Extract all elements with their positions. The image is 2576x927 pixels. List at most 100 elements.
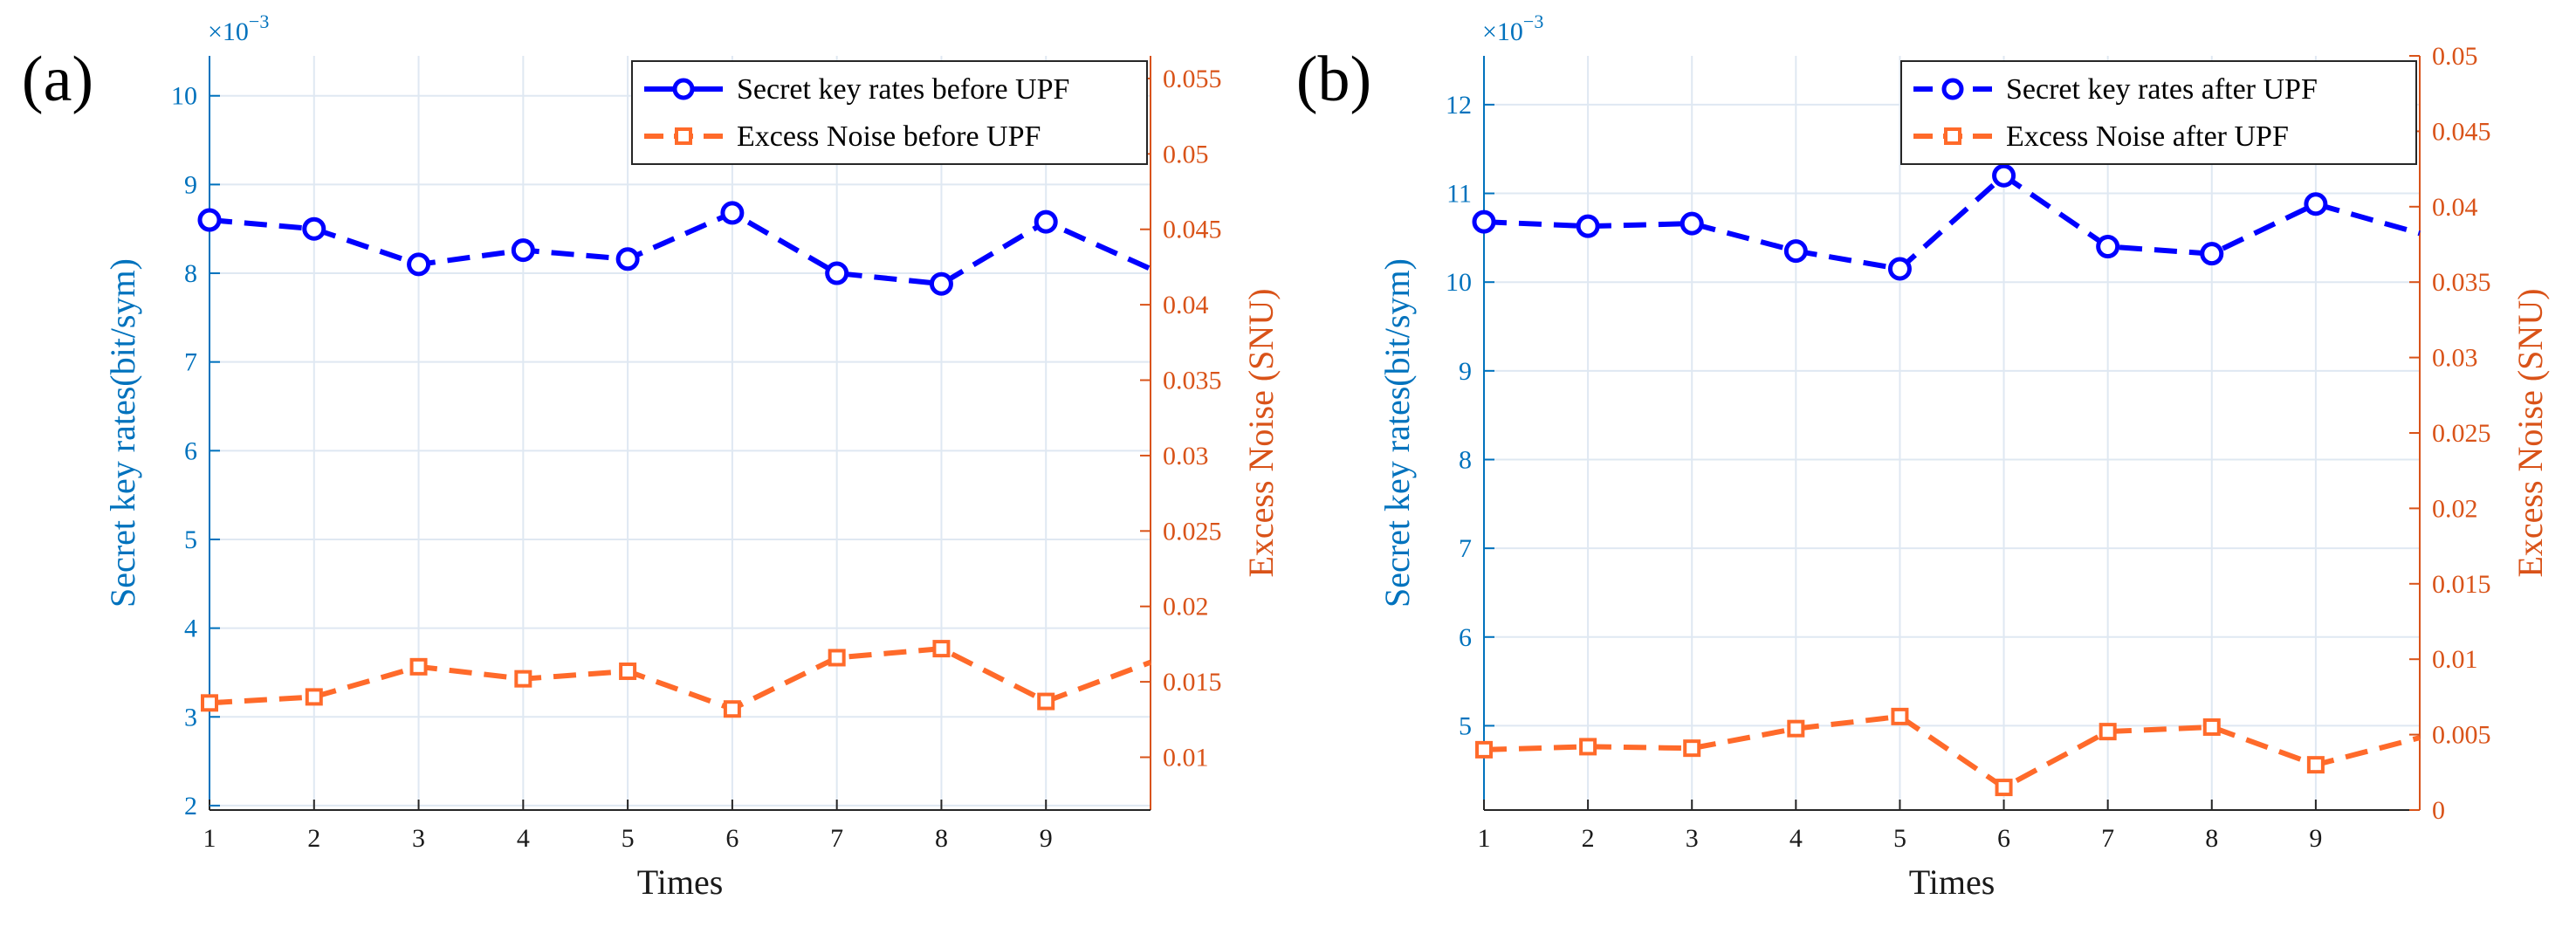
legend-swatch-marker [1941,78,1964,100]
data-point [2099,723,2117,741]
panel-label: (a) [22,44,93,115]
x-tick-label: 6 [1997,824,2010,853]
y-left-tick-label: 12 [1446,91,1472,120]
x-tick-label: 3 [1686,824,1699,853]
data-point [302,216,326,241]
y-right-tick-label: 0.02 [1163,593,1209,621]
exponent-power: −3 [1523,10,1543,32]
data-point [1475,740,1493,759]
data-point [1891,707,1909,725]
panel-label: (b) [1296,44,1371,115]
y-right-tick-label: 0.03 [2432,344,2478,373]
x-tick-label: 7 [2101,824,2114,853]
exponent-label: ×10−3 [208,10,269,46]
x-tick-label: 7 [830,824,843,853]
y-left-tick-label: 5 [1459,711,1472,740]
y-left-tick-label: 9 [184,170,197,199]
x-tick-label: 2 [1582,824,1595,853]
y-right-tick-label: 0.005 [2432,721,2491,750]
y-right-axis-title: Excess Noise (SNU) [2511,288,2550,577]
data-point [932,640,951,658]
y-right-tick-label: 0.045 [2432,117,2491,146]
series-line [209,646,1152,712]
y-right-tick-label: 0.035 [2432,268,2491,297]
legend-swatch-marker [672,78,695,100]
y-right-tick-label: 0.04 [1163,291,1209,319]
y-right-tick-label: 0.015 [1163,668,1222,697]
y-right-tick-label: 0.035 [1163,367,1222,395]
y-right-tick-label: 0.025 [2432,419,2491,448]
legend-label: Secret key rates after UPF [2006,73,2318,106]
x-tick-label: 3 [412,824,425,853]
data-point [1034,209,1058,234]
y-left-tick-label: 6 [184,436,197,465]
data-point [511,238,535,263]
y-left-tick-label: 4 [184,615,197,643]
series-line [1483,173,2421,271]
data-point [407,252,431,277]
grid [209,56,1151,810]
y-right-tick-label: 0.05 [1163,140,1209,168]
x-tick-label: 9 [2309,824,2322,853]
data-point [615,247,640,271]
series-key-rate [197,201,1152,296]
y-left-tick-label: 7 [1459,534,1472,563]
legend-label: Excess Noise before UPF [737,120,1041,153]
panel-a: 1 2 3 4 5 6 7 8 923456789100.010.0150.020.0250.0… [22,10,1281,902]
series-line [1483,713,2421,791]
legend: Secret key rates after UPF Excess Noise a… [1900,60,2417,165]
y-left-tick-label: 11 [1446,180,1472,209]
data-point [1037,692,1055,711]
data-point [1783,239,1808,264]
y-left-tick-label: 3 [184,703,197,731]
legend-swatch-marker [675,127,692,145]
y-left-tick-label: 6 [1459,623,1472,652]
y-right-tick-label: 0.05 [2432,42,2478,71]
y-left-tick-label: 2 [184,792,197,821]
data-point [619,663,637,681]
x-tick-label: 1 [1478,824,1491,853]
legend-label: Secret key rates before UPF [737,73,1069,106]
data-point [2306,756,2325,774]
x-tick-label: 1 [203,824,216,853]
y-right-tick-label: 0.045 [1163,216,1222,244]
x-tick-label: 5 [622,824,635,853]
data-point [201,694,218,712]
data-point [197,208,222,232]
exponent-base: ×10 [1482,17,1523,46]
x-tick-label: 4 [517,824,530,853]
data-point [409,657,428,676]
data-point [1472,209,1496,234]
data-point [1579,738,1597,756]
x-tick-label: 5 [1893,824,1906,853]
x-tick-label: 8 [935,824,948,853]
y-left-axis-title: Secret key rates(bit/sym) [103,258,142,608]
series-line [209,209,1152,287]
y-right-axis-title: Excess Noise (SNU) [1241,288,1281,577]
legend-swatch-marker [1944,127,1961,145]
data-point [1683,739,1701,758]
y-left-tick-label: 8 [184,259,197,288]
y-right-tick-label: 0.01 [2432,645,2478,674]
data-point [825,261,849,285]
x-tick-label: 8 [2205,824,2218,853]
legend: Secret key rates before UPF Excess Noise … [631,60,1148,165]
data-point [2200,242,2224,266]
x-tick-label: 9 [1040,824,1053,853]
legend-box [1900,60,2417,165]
data-point [720,201,745,225]
grid [1483,56,2420,810]
data-point [1995,779,2013,797]
data-point [305,688,323,706]
x-tick-label: 2 [307,824,320,853]
series-key-rate [1472,163,2421,281]
data-point [1992,163,2016,188]
series-excess-noise [1475,707,2421,797]
y-right-tick-label: 0.025 [1163,517,1222,546]
data-point [2096,235,2120,259]
x-axis-title: Times [1909,862,1996,902]
y-right-tick-label: 0.01 [1163,744,1209,772]
x-tick-label: 4 [1789,824,1803,853]
y-left-tick-label: 7 [184,348,197,377]
